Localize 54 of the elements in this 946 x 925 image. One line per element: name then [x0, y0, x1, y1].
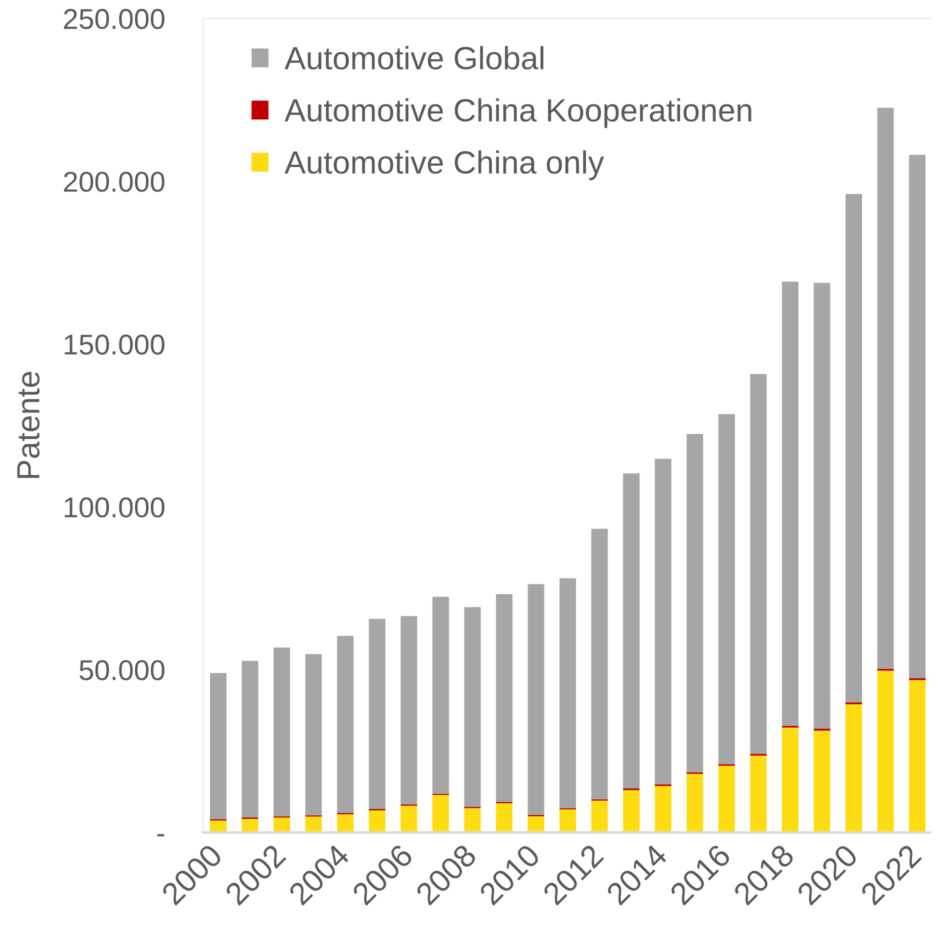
bar: [560, 578, 576, 808]
bar: [274, 648, 290, 816]
bar: [591, 800, 608, 832]
bar: [909, 680, 926, 832]
y-axis-title: Patente: [17, 372, 40, 478]
bar: [686, 434, 704, 772]
bar: [400, 806, 418, 832]
bar: [845, 194, 862, 702]
bar: [877, 108, 894, 669]
bar: [400, 616, 418, 804]
y-tick-label: 250.000: [64, 8, 164, 30]
bar: [210, 672, 227, 820]
bar: [528, 584, 544, 815]
legend-label: Automotive China only: [284, 150, 604, 180]
bar: [686, 774, 704, 832]
bar: [623, 473, 640, 789]
bar: [782, 282, 798, 726]
bar: [718, 414, 735, 764]
bar: [305, 816, 322, 832]
bar: [591, 528, 608, 800]
bar: [623, 790, 640, 832]
y-tick-label: 50.000: [80, 660, 164, 680]
bar: [654, 458, 672, 784]
legend-label: Automotive China Kooperationen: [284, 98, 752, 128]
bar: [814, 282, 830, 729]
bar: [432, 795, 449, 832]
bar: [337, 814, 354, 832]
y-tick-label: -: [157, 834, 164, 836]
y-tick-label: 200.000: [64, 172, 164, 192]
bar: [845, 704, 862, 832]
bar: [368, 810, 386, 832]
bar: [496, 803, 512, 832]
bar: [242, 660, 258, 818]
bar: [528, 816, 544, 832]
bar: [432, 596, 449, 794]
y-tick-label: 150.000: [64, 334, 164, 355]
bar: [782, 728, 798, 832]
y-tick-label: 100.000: [64, 497, 164, 518]
bar: [654, 786, 672, 832]
bar: [718, 766, 735, 832]
bar: [464, 808, 481, 832]
bar: [877, 670, 894, 832]
bar: [909, 154, 926, 678]
bar: [274, 818, 290, 832]
bar: [750, 756, 767, 832]
bar: [496, 594, 512, 802]
bar: [305, 654, 322, 816]
bar: [337, 636, 354, 813]
bar: [560, 809, 576, 832]
legend-label: Automotive Global: [284, 46, 544, 70]
bar: [464, 607, 481, 807]
bar: [368, 618, 386, 810]
bar: [814, 730, 830, 832]
bar: [750, 374, 767, 754]
